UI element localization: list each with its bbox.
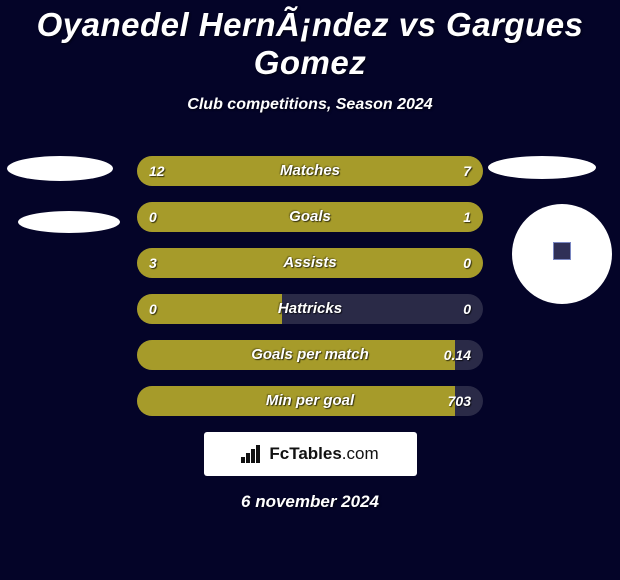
- player-left-shape-2: [18, 211, 120, 233]
- subtitle: Club competitions, Season 2024: [0, 96, 620, 114]
- comparison-stage: 127Matches 01Goals 30Assists 00Hattricks 0.1…: [0, 156, 620, 416]
- player-right-shape-1: [488, 156, 596, 179]
- stat-label: Hattricks: [137, 294, 483, 324]
- date-label: 6 november 2024: [0, 492, 620, 512]
- brand-text: FcTables.com: [269, 444, 378, 464]
- placeholder-icon: [553, 242, 571, 260]
- stat-label: Goals per match: [137, 340, 483, 370]
- brand-bars-icon: [241, 445, 263, 463]
- stat-label: Matches: [137, 156, 483, 186]
- stat-label: Min per goal: [137, 386, 483, 416]
- stat-label: Goals: [137, 202, 483, 232]
- player-left-shape-1: [7, 156, 113, 181]
- brand-suffix: .com: [342, 444, 379, 463]
- stat-row: 0.14Goals per match: [137, 340, 483, 370]
- page-title: Oyanedel HernÃ¡ndez vs Gargues Gomez: [0, 0, 620, 82]
- stat-row: 00Hattricks: [137, 294, 483, 324]
- stat-label: Assists: [137, 248, 483, 278]
- stat-row: 127Matches: [137, 156, 483, 186]
- brand-pill[interactable]: FcTables.com: [204, 432, 417, 476]
- stat-row: 01Goals: [137, 202, 483, 232]
- stat-bars: 127Matches 01Goals 30Assists 00Hattricks 0.1…: [137, 156, 483, 416]
- brand-name: FcTables: [269, 444, 341, 463]
- stat-row: 30Assists: [137, 248, 483, 278]
- stat-row: 703Min per goal: [137, 386, 483, 416]
- player-right-photo: [512, 204, 612, 304]
